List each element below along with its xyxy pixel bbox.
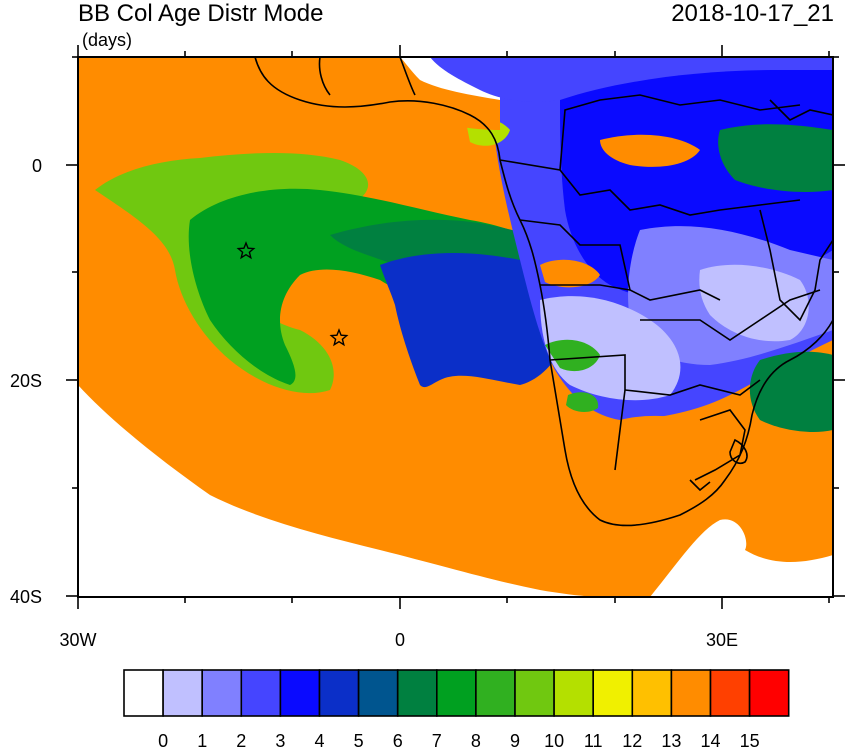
field-dark-green-southeast — [749, 351, 833, 432]
colorbar-box-3 — [240, 669, 282, 717]
colorbar-label-11: 11 — [584, 731, 603, 750]
colorbar-box-1 — [162, 669, 204, 717]
star-marker-2 — [329, 328, 349, 347]
colorbar-box-12 — [592, 669, 634, 717]
field-orange-patch-2 — [540, 259, 600, 288]
coastlines — [254, 57, 833, 527]
colorbar-label-4: 4 — [314, 731, 324, 750]
x-label-0: 0 — [395, 630, 405, 650]
field-orange-patch-1 — [600, 134, 700, 167]
colorbar-label-6: 6 — [393, 731, 403, 750]
colorbar-box-2 — [201, 669, 243, 717]
colorbar-label-14: 14 — [700, 731, 720, 750]
colorbar-label-5: 5 — [354, 731, 364, 750]
colorbar-label-0: 0 — [158, 731, 168, 750]
field-green-patch-2 — [566, 392, 599, 412]
field-pale-blue-2 — [699, 264, 809, 342]
colorbar-box-9 — [475, 669, 516, 717]
colorbar-label-13: 13 — [661, 731, 681, 750]
timestamp-label: 2018-10-17_21 — [671, 0, 834, 27]
colorbar-box-10 — [514, 669, 555, 717]
colorbar-label-7: 7 — [432, 731, 442, 750]
y-label-40s: 40S — [10, 587, 42, 607]
colorbar-box-14 — [670, 669, 712, 717]
colorbar-box-4 — [279, 669, 321, 717]
y-label-20s: 20S — [10, 371, 42, 391]
field-orange-patch-3 — [615, 415, 751, 482]
field-pale-blue — [540, 296, 681, 401]
y-label-0: 0 — [32, 156, 42, 176]
field-white-southeast — [650, 519, 833, 597]
map-field — [78, 57, 833, 597]
colorbar-box-13 — [631, 669, 673, 717]
star-marker-1 — [236, 241, 256, 260]
field-blue-tongue — [380, 253, 573, 388]
x-label-30e: 30E — [706, 630, 738, 650]
colorbar-label-3: 3 — [275, 731, 285, 750]
colorbar-box-16 — [748, 669, 790, 717]
field-green-patch-1 — [545, 339, 600, 372]
plot-frame — [77, 56, 834, 598]
colorbar-label-12: 12 — [622, 731, 642, 750]
x-label-30w: 30W — [59, 630, 96, 650]
axis-ticks — [66, 45, 845, 609]
colorbar-box-0 — [123, 669, 164, 717]
colorbar-box-15 — [709, 669, 751, 717]
colorbar-box-6 — [357, 669, 399, 717]
colorbar-label-2: 2 — [236, 731, 246, 750]
colorbar-box-11 — [553, 669, 594, 717]
colorbar-label-8: 8 — [471, 731, 481, 750]
field-dark-green-east — [718, 124, 833, 192]
colorbar-label-1: 1 — [197, 731, 207, 750]
units-label: (days) — [82, 30, 133, 50]
colorbar-label-9: 9 — [510, 731, 520, 750]
colorbar-label-15: 15 — [740, 731, 760, 750]
colorbar-box-8 — [435, 669, 477, 717]
colorbar-box-5 — [318, 669, 360, 717]
star-markers — [236, 241, 349, 347]
field-blue-north — [430, 57, 560, 102]
colorbar: 0 1 2 3 4 5 6 7 8 9 10 11 12 13 14 15 — [123, 669, 790, 750]
colorbar-box-7 — [396, 669, 438, 717]
field-white-southwest — [78, 385, 650, 597]
map-title: BB Col Age Distr Mode — [78, 0, 324, 27]
colorbar-label-10: 10 — [544, 731, 564, 750]
